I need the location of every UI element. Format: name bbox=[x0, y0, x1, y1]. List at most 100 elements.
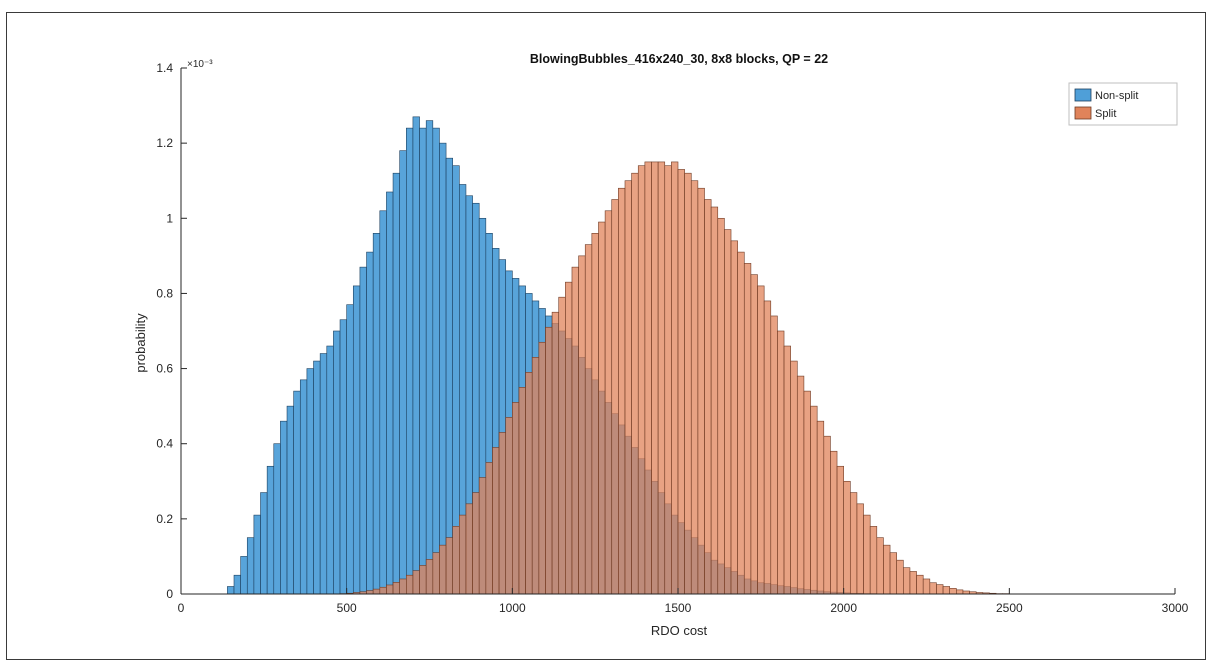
bar-non-split-24 bbox=[339, 319, 347, 595]
bar-split-108 bbox=[896, 559, 904, 595]
bar-non-split-36 bbox=[419, 127, 427, 595]
bar-split-114 bbox=[936, 584, 944, 595]
bar-split-33 bbox=[399, 578, 407, 595]
bar-non-split-13 bbox=[266, 465, 275, 595]
bar-split-68 bbox=[631, 172, 639, 595]
histogram-chart: 0 500 1000 1500 2000 2500 3000 0 0.2 0.4 0.6 0.8 1 1.… bbox=[133, 52, 1189, 638]
bar-split-48 bbox=[498, 432, 507, 595]
bar-split-71 bbox=[651, 161, 659, 595]
x-axis-label: RDO cost bbox=[651, 623, 708, 638]
bar-split-88 bbox=[763, 300, 772, 595]
bar-split-54 bbox=[538, 341, 546, 595]
bar-non-split-15 bbox=[280, 420, 288, 595]
bar-split-42 bbox=[459, 514, 467, 595]
bar-split-90 bbox=[777, 330, 785, 595]
bar-non-split-34 bbox=[406, 127, 414, 595]
bar-split-117 bbox=[956, 589, 964, 595]
bar-split-115 bbox=[942, 586, 951, 595]
bar-split-77 bbox=[690, 180, 699, 595]
bar-split-109 bbox=[903, 567, 911, 595]
bar-split-57 bbox=[558, 296, 566, 595]
x-tick-label: 500 bbox=[337, 601, 357, 615]
bar-split-97 bbox=[823, 435, 831, 595]
bar-split-59 bbox=[571, 266, 579, 595]
bar-split-56 bbox=[551, 311, 560, 595]
bar-split-60 bbox=[578, 255, 586, 595]
chart-title: BlowingBubbles_416x240_30, 8x8 blocks, Q… bbox=[530, 52, 828, 66]
bar-split-99 bbox=[836, 465, 844, 595]
bar-split-112 bbox=[922, 578, 931, 595]
bar-non-split-25 bbox=[346, 304, 354, 595]
bar-non-split-26 bbox=[352, 285, 361, 595]
x-tick-label: 2500 bbox=[996, 601, 1023, 615]
bar-split-86 bbox=[750, 274, 758, 595]
bar-split-47 bbox=[492, 447, 500, 595]
x-tick-label: 1500 bbox=[665, 601, 692, 615]
bar-non-split-39 bbox=[439, 142, 447, 595]
bar-non-split-40 bbox=[445, 157, 454, 595]
y-tick-label: 0.2 bbox=[156, 512, 173, 526]
bar-split-70 bbox=[644, 161, 652, 595]
bar-split-37 bbox=[425, 559, 434, 595]
bar-split-83 bbox=[730, 240, 738, 595]
axes-layer: 0 500 1000 1500 2000 2500 3000 0 0.2 0.4 0.6 0.8 1 1.… bbox=[156, 61, 1188, 615]
bar-split-63 bbox=[598, 221, 606, 595]
bar-split-32 bbox=[392, 582, 400, 595]
bar-split-82 bbox=[724, 229, 732, 595]
bar-split-72 bbox=[657, 161, 666, 595]
bar-non-split-10 bbox=[246, 537, 255, 595]
bar-split-81 bbox=[717, 217, 725, 595]
bar-non-split-9 bbox=[240, 556, 248, 595]
figure-frame: 0 500 1000 1500 2000 2500 3000 0 0.2 0.4 0.6 0.8 1 1.… bbox=[6, 12, 1206, 660]
bar-split-93 bbox=[796, 375, 805, 595]
bar-split-39 bbox=[439, 544, 447, 595]
bar-split-46 bbox=[485, 462, 493, 595]
bar-non-split-19 bbox=[306, 368, 314, 595]
y-tick-label: 0.6 bbox=[156, 362, 173, 376]
bar-non-split-7 bbox=[227, 586, 235, 595]
y-axis-label: probability bbox=[133, 313, 148, 373]
legend-swatch-split bbox=[1074, 106, 1092, 120]
bar-split-91 bbox=[783, 345, 791, 595]
bar-split-36 bbox=[419, 565, 427, 595]
bar-split-92 bbox=[790, 360, 798, 595]
bar-split-94 bbox=[803, 390, 811, 595]
bar-split-69 bbox=[637, 165, 646, 595]
legend-label-non-split: Non-split bbox=[1095, 90, 1138, 102]
bar-non-split-38 bbox=[432, 127, 440, 595]
bar-split-67 bbox=[624, 180, 632, 595]
bar-split-116 bbox=[949, 588, 957, 595]
bar-non-split-28 bbox=[366, 251, 374, 595]
bar-non-split-17 bbox=[293, 390, 301, 595]
bar-split-35 bbox=[412, 570, 420, 595]
bar-split-62 bbox=[591, 233, 599, 595]
bar-split-107 bbox=[889, 552, 897, 595]
y-tick-label: 1.4 bbox=[156, 61, 173, 75]
bar-split-89 bbox=[770, 315, 778, 595]
bar-split-96 bbox=[816, 420, 825, 595]
x-tick-label: 1000 bbox=[499, 601, 526, 615]
bar-split-103 bbox=[863, 514, 871, 595]
x-tick-label: 3000 bbox=[1162, 601, 1189, 615]
bar-split-75 bbox=[677, 169, 685, 595]
y-tick-label: 1.2 bbox=[156, 136, 173, 150]
bar-non-split-37 bbox=[425, 120, 434, 595]
bar-split-95 bbox=[810, 405, 818, 595]
y-tick-label: 0.8 bbox=[156, 286, 173, 300]
bar-split-85 bbox=[743, 263, 752, 595]
bar-non-split-22 bbox=[326, 345, 334, 595]
bar-split-30 bbox=[379, 586, 387, 595]
bar-split-111 bbox=[916, 574, 924, 595]
bar-split-106 bbox=[883, 544, 891, 595]
x-tick-label: 0 bbox=[178, 601, 185, 615]
bar-split-113 bbox=[929, 582, 937, 595]
y-tick-label: 0.4 bbox=[156, 437, 173, 451]
bar-non-split-27 bbox=[359, 266, 367, 595]
bar-split-105 bbox=[876, 537, 884, 595]
bar-split-100 bbox=[843, 480, 851, 595]
legend-swatch-non-split bbox=[1074, 88, 1092, 102]
bar-split-61 bbox=[584, 244, 593, 595]
bar-split-74 bbox=[671, 161, 679, 595]
bar-split-79 bbox=[704, 199, 712, 595]
bar-split-84 bbox=[737, 251, 745, 595]
